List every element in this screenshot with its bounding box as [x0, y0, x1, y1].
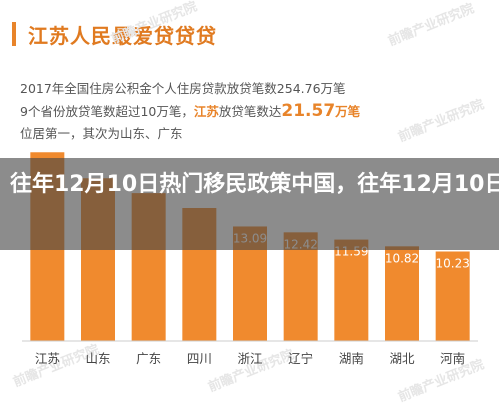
highlight-value: 21.57 [281, 101, 336, 121]
bar-8 [435, 251, 470, 341]
x-tick-label-0: 江苏 [35, 351, 60, 366]
overlay-title: 往年12月10日热门移民政策中国，往年12月10日中国移民政 [10, 172, 499, 197]
x-tick-label-5: 辽宁 [288, 351, 313, 366]
chart-headline: 江苏人民最爱贷贷贷 [28, 24, 217, 48]
x-tick-label-7: 湖北 [389, 351, 415, 366]
title-overlay-band [0, 158, 499, 250]
description-line-1: 2017年全国住房公积金个人住房贷款放贷笔数254.76万笔 [20, 81, 346, 96]
x-tick-label-3: 四川 [187, 351, 212, 366]
bar-6 [334, 239, 369, 341]
bar-7 [385, 246, 419, 341]
x-tick-label-1: 山东 [85, 351, 110, 366]
chart-description: 2017年全国住房公积金个人住房贷款放贷笔数254.76万笔 9个省份放贷笔数超… [20, 78, 490, 145]
x-tick-label-4: 浙江 [237, 351, 262, 366]
bar-value-label-7: 10.82 [385, 251, 419, 265]
highlight-province: 江苏 [193, 104, 219, 119]
highlight-unit: 万笔 [335, 104, 361, 119]
bar-value-label-8: 10.23 [435, 256, 469, 270]
bar-5 [283, 232, 318, 341]
x-tick-label-8: 河南 [440, 351, 465, 366]
headline-accent-bar [12, 22, 16, 46]
description-line-2: 9个省份放贷笔数超过10万笔，江苏放贷笔数达21.57万笔 [20, 101, 361, 121]
description-line-3: 位居第一，其次为山东、广东 [20, 126, 183, 141]
x-tick-label-6: 湖南 [339, 351, 364, 366]
x-tick-label-2: 广东 [136, 351, 161, 366]
